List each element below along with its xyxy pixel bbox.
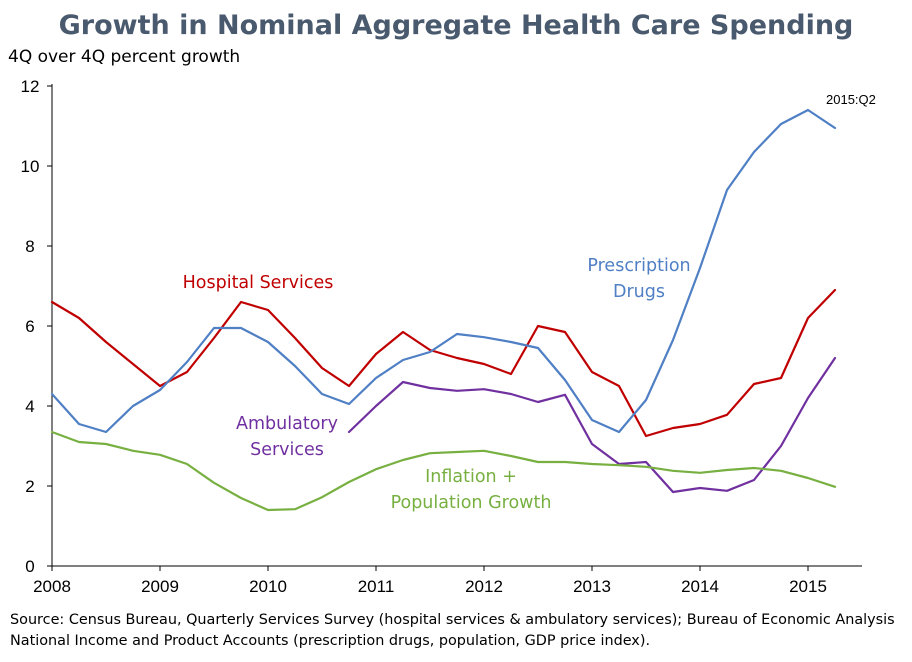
series-line-ambulatory-services [347,356,837,494]
x-tick-label: 2011 [358,577,395,596]
x-ticks: 2008 2009 2010 2011 2012 2013 2014 2015 [33,566,827,596]
x-tick-label: 2008 [33,577,71,596]
series-labels: Hospital Services Prescription Drugs Ambula… [183,256,691,513]
y-tick-label: 12 [21,77,40,96]
series-label-hospital-services: Hospital Services [183,273,334,293]
series-label-inflation-population-growth: Population Growth [391,493,552,513]
y-ticks: 0 2 4 6 8 10 12 [21,77,52,576]
series-label-prescription-drugs: Prescription [587,256,690,276]
series-label-ambulatory-services: Services [250,440,324,460]
y-tick-label: 2 [25,477,34,496]
annotation-2015q2: 2015:Q2 [826,92,876,107]
x-tick-label: 2013 [573,577,611,596]
source-note: Source: Census Bureau, Quarterly Service… [10,612,895,649]
series-label-prescription-drugs: Drugs [613,282,665,302]
series-line-inflation-population-growth [50,430,837,512]
x-tick-label: 2010 [249,577,287,596]
y-axis-label: 4Q over 4Q percent growth [8,47,240,67]
series-lines [50,108,837,512]
x-tick-label: 2014 [681,577,719,596]
y-tick-label: 10 [21,157,40,176]
x-tick-label: 2009 [141,577,179,596]
series-line-hospital-services [50,288,837,438]
y-tick-label: 8 [25,237,34,256]
x-tick-label: 2015 [789,577,827,596]
y-tick-label: 0 [25,557,34,576]
series-label-inflation-population-growth: Inflation + [425,467,517,487]
series-line-prescription-drugs [50,108,837,434]
y-tick-label: 4 [25,397,34,416]
x-tick-label: 2012 [465,577,503,596]
series-label-ambulatory-services: Ambulatory [236,414,338,434]
y-tick-label: 6 [25,317,34,336]
chart-title: Growth in Nominal Aggregate Health Care … [59,10,854,41]
